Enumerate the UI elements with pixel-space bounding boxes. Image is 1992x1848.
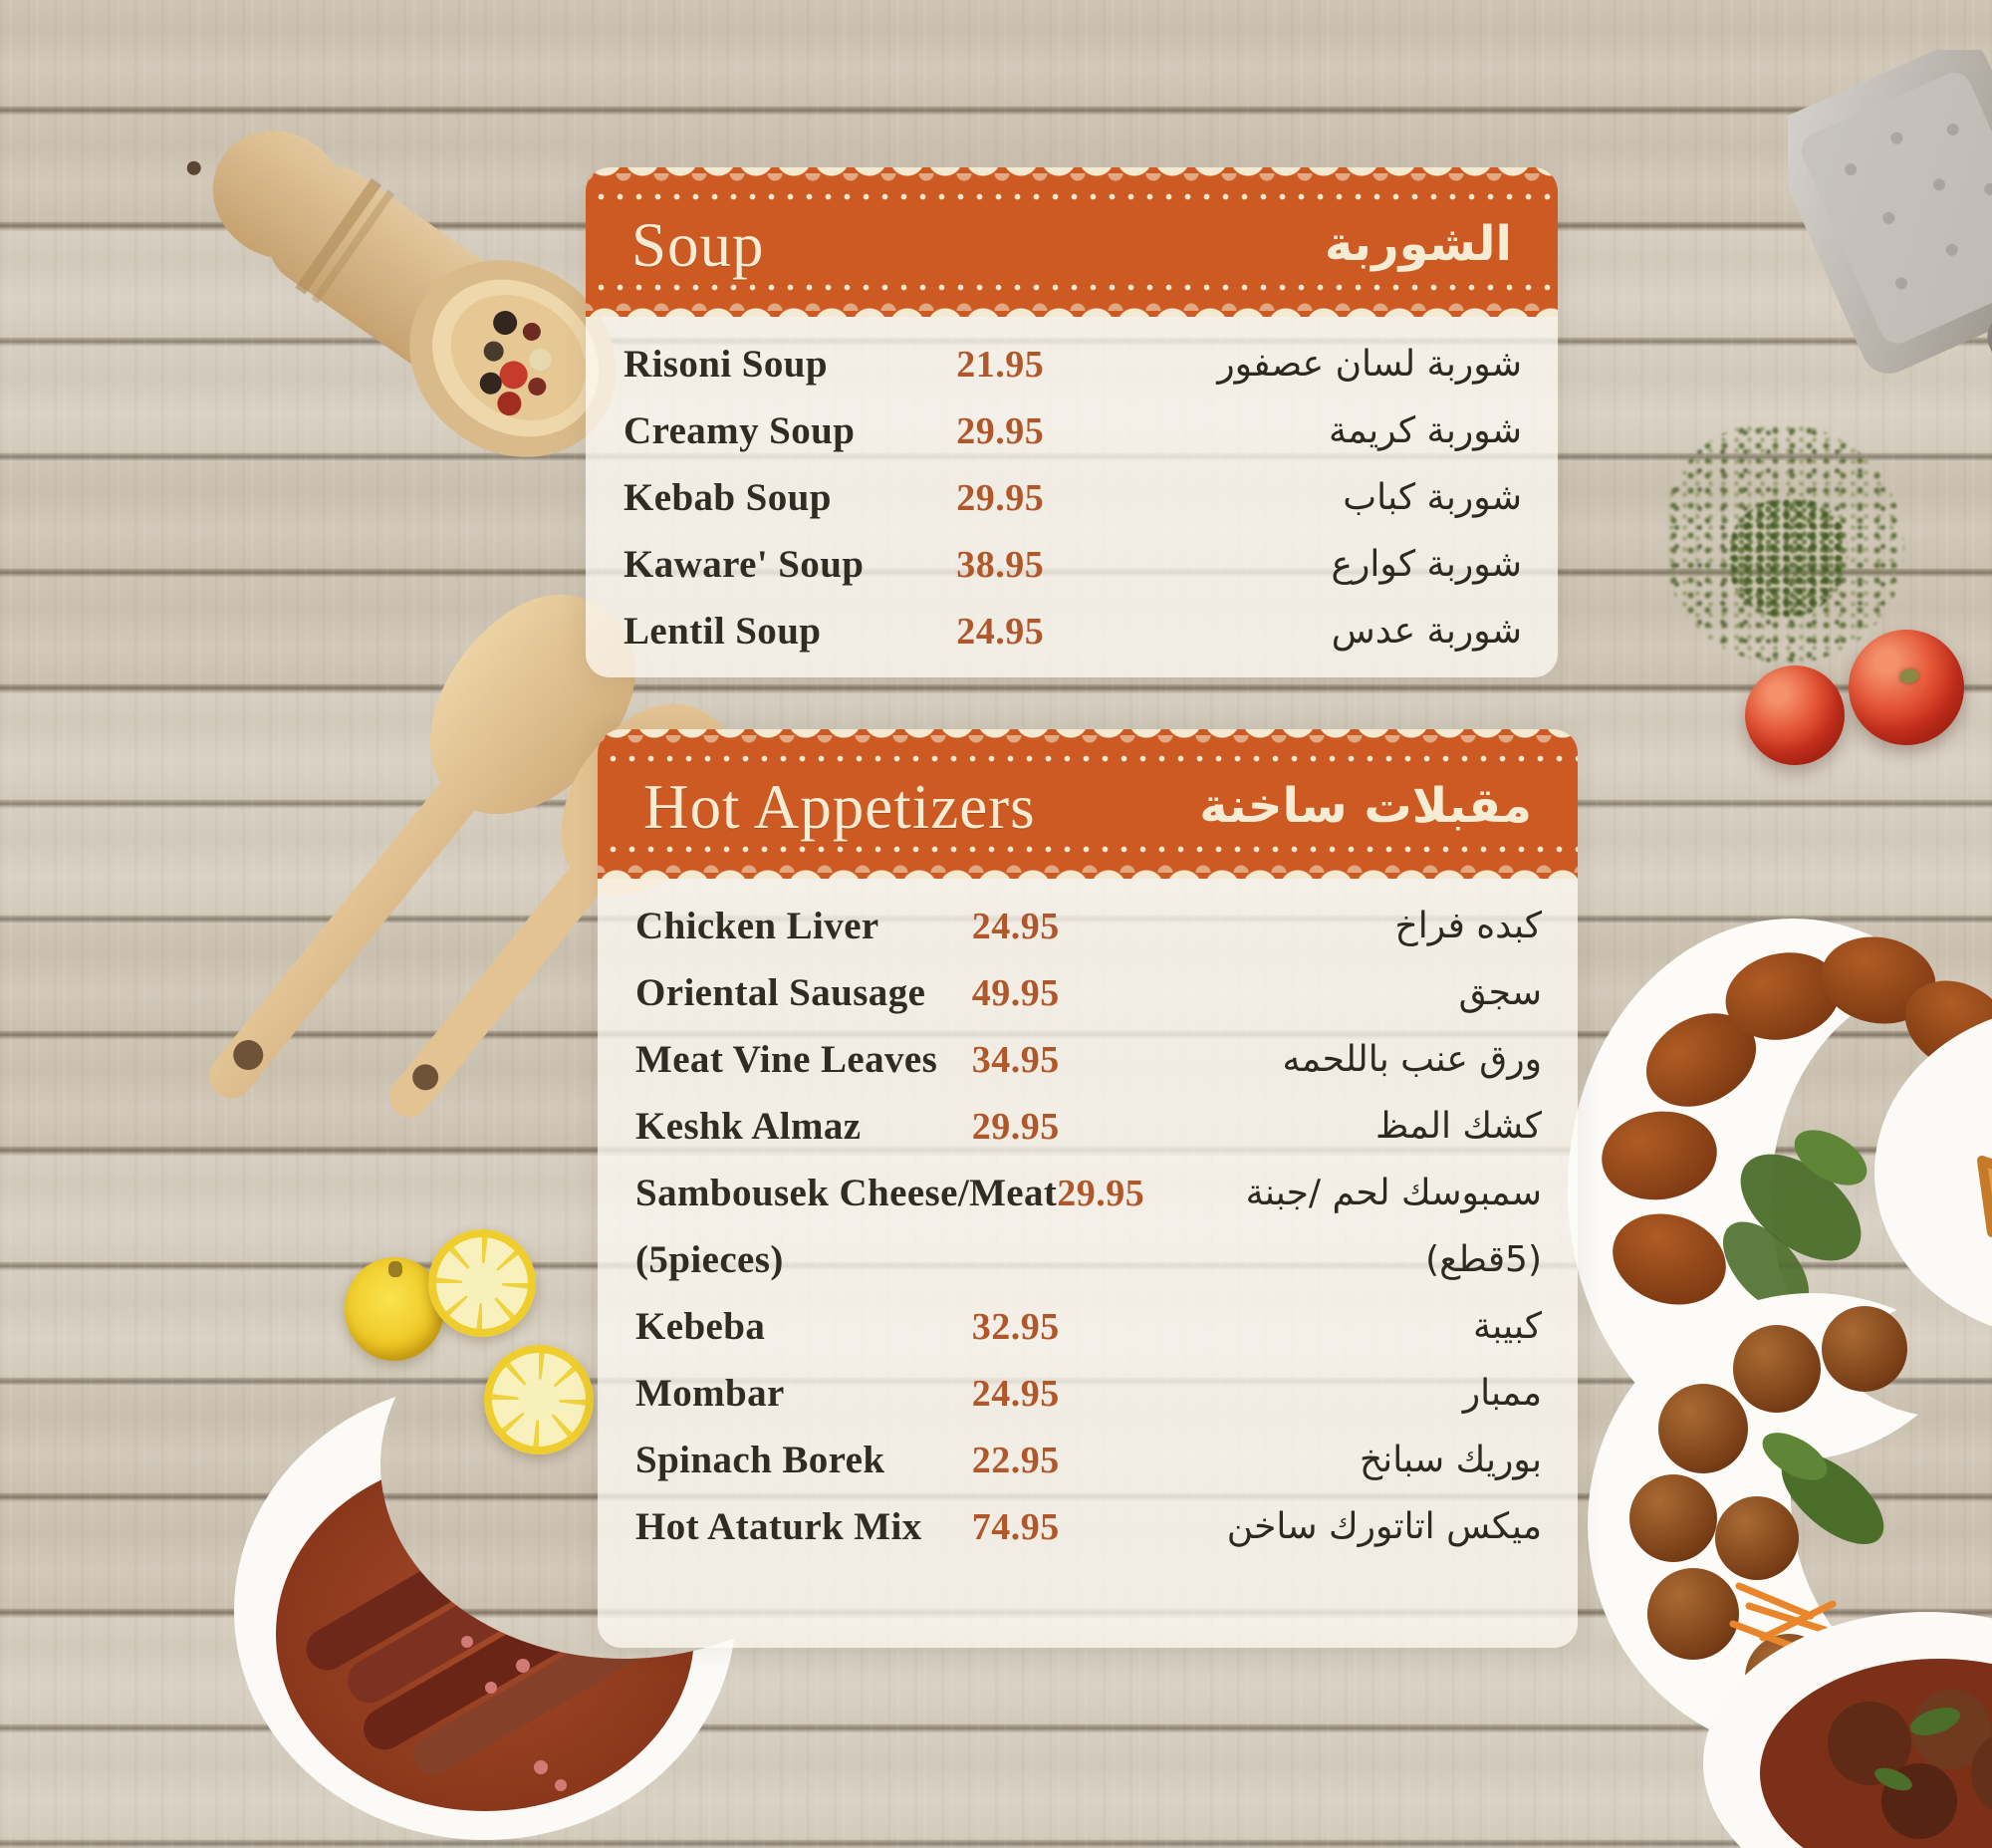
lace-border-top xyxy=(598,729,1578,763)
item-name-ar: شوربة كوارع xyxy=(1331,544,1522,585)
item-name-en: Creamy Soup xyxy=(623,409,856,452)
section-title-ar: مقبلات ساخنة xyxy=(1199,778,1532,834)
item-price: 29.95 xyxy=(956,476,1045,519)
item-name-ar: كبيبة xyxy=(1472,1306,1542,1347)
item-name-ar: شوربة لسان عصفور xyxy=(1217,344,1522,385)
item-name-en: Kebeba xyxy=(635,1305,766,1348)
item-name-en: Spinach Borek xyxy=(635,1439,885,1481)
item-price: 21.95 xyxy=(956,343,1045,386)
item-price: 32.95 xyxy=(971,1305,1060,1348)
item-name-en: Hot Ataturk Mix xyxy=(635,1505,922,1548)
section-title-en: Hot Appetizers xyxy=(643,771,1036,842)
soup-section-panel: Soup الشوربة Risoni Soup 21.95 شوربة لسا… xyxy=(586,167,1558,677)
item-name-en: Sambousek Cheese/Meat xyxy=(635,1172,1058,1214)
item-price: 34.95 xyxy=(971,1038,1060,1081)
metal-grater-photo xyxy=(1788,50,1992,478)
item-name-ar: (5قطع) xyxy=(1425,1239,1542,1280)
item-price: 49.95 xyxy=(971,971,1060,1014)
item-price: 29.95 xyxy=(956,409,1045,452)
menu-item-row: Chicken Liver 24.95 كبده فراخ xyxy=(635,893,1542,959)
lace-border-top xyxy=(586,167,1558,201)
item-name-en: Meat Vine Leaves xyxy=(635,1038,938,1081)
menu-item-row: Spinach Borek 22.95 بوريك سبانخ xyxy=(635,1427,1542,1493)
samosa-plate-photo xyxy=(1865,1001,1992,1350)
section-title-en: Soup xyxy=(631,209,765,280)
menu-item-row: Kebab Soup 29.95 شوربة كباب xyxy=(623,464,1522,531)
menu-item-row: Hot Ataturk Mix 74.95 ميكس اتاتورك ساخن xyxy=(635,1493,1542,1560)
menu-item-row: (5pieces) (5قطع) xyxy=(635,1226,1542,1293)
item-name-en: Oriental Sausage xyxy=(635,971,926,1014)
wooden-spatula-large-photo xyxy=(116,550,684,1187)
item-name-ar: ممبار xyxy=(1462,1373,1542,1414)
item-name-ar: كشك المظ xyxy=(1375,1106,1542,1147)
item-name-en: Lentil Soup xyxy=(623,610,822,653)
menu-item-row: Sambousek Cheese/Meat 29.95 سمبوسك لحم /… xyxy=(635,1160,1542,1226)
item-name-ar: بوريك سبانخ xyxy=(1359,1440,1542,1480)
menu-item-row: Risoni Soup 21.95 شوربة لسان عصفور xyxy=(623,331,1522,397)
item-price: 24.95 xyxy=(971,1372,1060,1415)
item-name-en: Keshk Almaz xyxy=(635,1105,862,1148)
menu-item-list: Chicken Liver 24.95 كبده فراخ Oriental S… xyxy=(598,879,1578,1648)
item-name-en: Risoni Soup xyxy=(623,343,828,386)
item-name-ar: ورق عنب باللحمه xyxy=(1282,1039,1542,1080)
item-price: 29.95 xyxy=(1057,1172,1145,1214)
item-price: 38.95 xyxy=(956,543,1045,586)
item-name-en: Kaware' Soup xyxy=(623,543,865,586)
meat-sauce-plate-photo xyxy=(1698,1602,1992,1848)
item-name-ar: شوربة كريمة xyxy=(1328,410,1522,451)
menu-item-row: Kebeba 32.95 كبيبة xyxy=(635,1293,1542,1360)
menu-item-row: Lentil Soup 24.95 شوربة عدس xyxy=(623,598,1522,664)
item-name-ar: كبده فراخ xyxy=(1394,906,1542,946)
item-price: 24.95 xyxy=(971,905,1060,947)
menu-item-row: Oriental Sausage 49.95 سجق xyxy=(635,959,1542,1026)
tomato-big-photo xyxy=(1849,630,1964,745)
menu-item-row: Meat Vine Leaves 34.95 ورق عنب باللحمه xyxy=(635,1026,1542,1093)
item-price: 74.95 xyxy=(971,1505,1060,1548)
menu-item-row: Keshk Almaz 29.95 كشك المظ xyxy=(635,1093,1542,1160)
menu-item-row: Mombar 24.95 ممبار xyxy=(635,1360,1542,1427)
wooden-scoop-photo xyxy=(164,85,662,503)
item-price: 24.95 xyxy=(956,610,1045,653)
item-price: 29.95 xyxy=(971,1105,1060,1148)
item-name-ar: شوربة كباب xyxy=(1343,477,1522,518)
lace-border-bottom xyxy=(598,845,1578,879)
lemon-half-photo xyxy=(345,1257,444,1361)
item-name-ar: سمبوسك لحم /جبنة xyxy=(1245,1173,1542,1213)
item-name-en: Kebab Soup xyxy=(623,476,832,519)
tomato-small-photo xyxy=(1745,665,1845,765)
item-price: 22.95 xyxy=(971,1439,1060,1481)
item-name-ar: ميكس اتاتورك ساخن xyxy=(1226,1506,1542,1547)
hot-appetizers-header-band: Hot Appetizers مقبلات ساخنة xyxy=(598,729,1578,879)
hot-appetizers-section-panel: Hot Appetizers مقبلات ساخنة Chicken Live… xyxy=(598,729,1578,1648)
item-name-en: Mombar xyxy=(635,1372,785,1415)
item-name-ar: شوربة عدس xyxy=(1331,611,1522,652)
section-title-ar: الشوربة xyxy=(1324,216,1512,272)
soup-header-band: Soup الشوربة xyxy=(586,167,1558,317)
lemon-slice-photo xyxy=(428,1229,536,1337)
menu-item-row: Creamy Soup 29.95 شوربة كريمة xyxy=(623,397,1522,464)
item-name-en: (5pieces) xyxy=(635,1238,784,1281)
item-name-en: Chicken Liver xyxy=(635,905,879,947)
menu-item-list: Risoni Soup 21.95 شوربة لسان عصفور Cream… xyxy=(586,317,1558,677)
menu-item-row: Kaware' Soup 38.95 شوربة كوارع xyxy=(623,531,1522,598)
dried-herbs-core xyxy=(1728,498,1848,618)
item-name-ar: سجق xyxy=(1458,972,1542,1013)
lace-border-bottom xyxy=(586,283,1558,317)
